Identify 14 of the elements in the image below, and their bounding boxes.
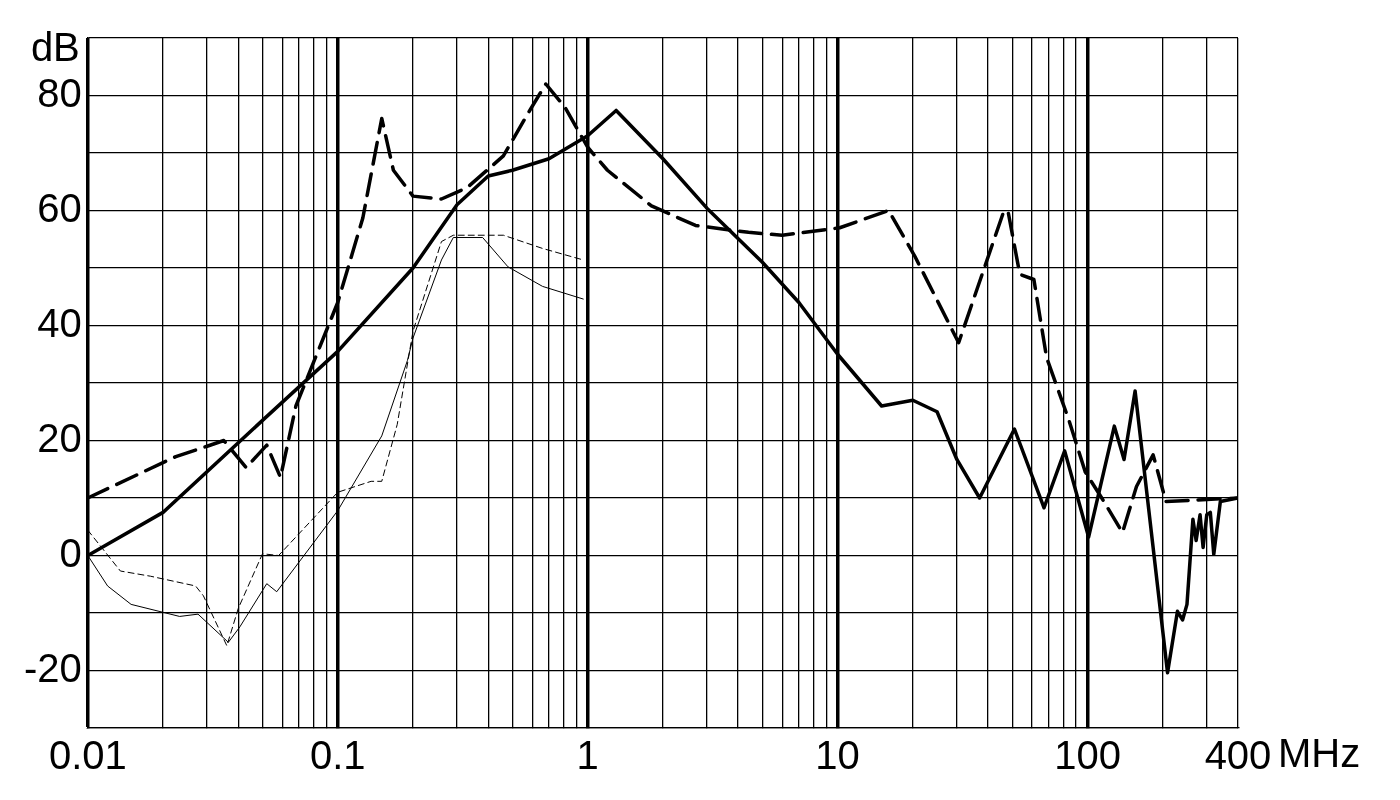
y-tick-label: 40	[37, 300, 82, 345]
x-tick-label: 1	[576, 733, 599, 778]
x-axis-title: MHz	[1278, 731, 1361, 776]
y-tick-label: 80	[37, 70, 82, 115]
y-tick-label: -20	[24, 645, 82, 690]
x-tick-label: 0.01	[48, 733, 127, 778]
x-tick-label: 0.1	[309, 733, 366, 778]
y-tick-label: 0	[59, 530, 82, 575]
x-tick-label: 100	[1054, 733, 1121, 778]
y-tick-label: 60	[37, 185, 82, 230]
x-tick-label: 400	[1204, 733, 1272, 778]
y-axis-title: dB	[30, 25, 80, 70]
x-tick-label: 10	[815, 733, 860, 778]
y-tick-label: 20	[37, 415, 82, 460]
